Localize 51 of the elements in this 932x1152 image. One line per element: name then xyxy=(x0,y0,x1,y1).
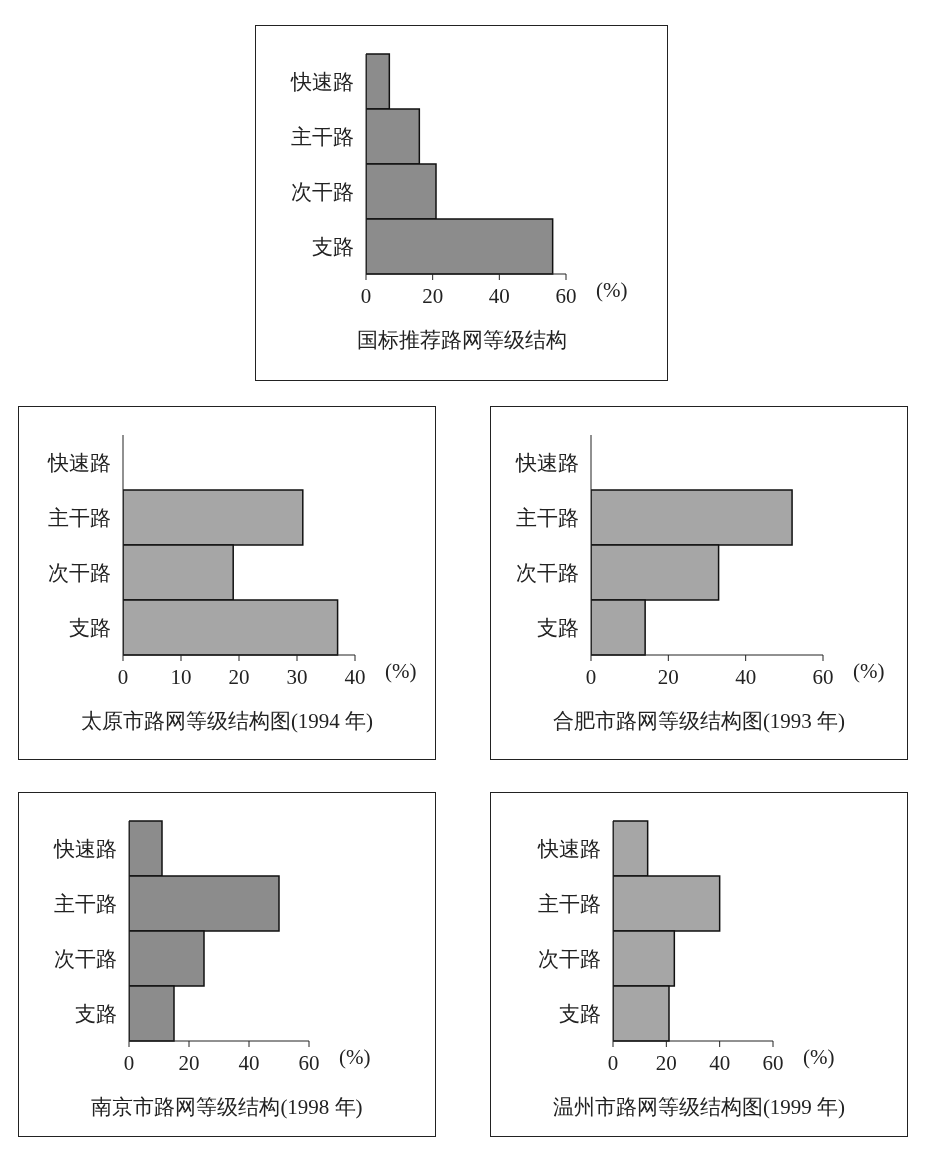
y-tick-label: 支路 xyxy=(537,615,579,640)
y-tick-label: 快速路 xyxy=(290,69,354,94)
x-tick-label: 20 xyxy=(657,664,679,689)
x-axis-title: (%) xyxy=(803,1045,835,1070)
x-axis-title: (%) xyxy=(853,659,885,684)
x-tick-label: 40 xyxy=(344,664,366,689)
y-tick-label: 主干路 xyxy=(538,891,601,916)
x-tick-label: 0 xyxy=(123,1050,135,1075)
y-tick-label: 快速路 xyxy=(537,836,601,861)
x-axis-title: (%) xyxy=(385,659,417,684)
x-tick-label: 40 xyxy=(488,283,510,308)
x-tick-label: 0 xyxy=(117,664,129,689)
x-tick-label: 20 xyxy=(228,664,250,689)
y-tick-label: 主干路 xyxy=(48,505,111,530)
y-tick-label: 次干路 xyxy=(516,560,579,585)
y-tick-label: 主干路 xyxy=(291,124,354,149)
y-tick-label: 快速路 xyxy=(515,450,579,475)
x-tick-label: 10 xyxy=(170,664,192,689)
x-tick-label: 20 xyxy=(422,283,444,308)
y-tick-label: 次干路 xyxy=(291,179,354,204)
text: 国标推荐路网等级结构 xyxy=(355,327,568,354)
y-tick-label: 支路 xyxy=(69,615,111,640)
text: 南京市路网等级结构(1998 年) xyxy=(90,1094,364,1121)
y-tick-label: 次干路 xyxy=(538,946,601,971)
x-tick-label: 0 xyxy=(607,1050,619,1075)
x-tick-label: 40 xyxy=(238,1050,260,1075)
x-tick-label: 0 xyxy=(360,283,372,308)
y-tick-label: 快速路 xyxy=(53,836,117,861)
x-tick-label: 60 xyxy=(298,1050,320,1075)
y-tick-label: 主干路 xyxy=(54,891,117,916)
x-axis-title: (%) xyxy=(596,278,628,303)
y-tick-label: 快速路 xyxy=(47,450,111,475)
y-tick-label: 支路 xyxy=(75,1001,117,1026)
x-tick-label: 20 xyxy=(178,1050,200,1075)
x-axis-title: (%) xyxy=(339,1045,371,1070)
text: 太原市路网等级结构图(1994 年) xyxy=(79,708,375,735)
x-tick-label: 40 xyxy=(709,1050,731,1075)
text: 温州市路网等级结构图(1999 年) xyxy=(551,1094,847,1121)
x-tick-label: 60 xyxy=(555,283,577,308)
y-tick-label: 支路 xyxy=(312,234,354,259)
x-tick-label: 20 xyxy=(655,1050,677,1075)
y-tick-label: 支路 xyxy=(559,1001,601,1026)
y-tick-label: 次干路 xyxy=(48,560,111,585)
x-tick-label: 60 xyxy=(762,1050,784,1075)
y-tick-label: 次干路 xyxy=(54,946,117,971)
y-tick-label: 主干路 xyxy=(516,505,579,530)
x-tick-label: 30 xyxy=(286,664,308,689)
x-tick-label: 40 xyxy=(735,664,757,689)
x-tick-label: 60 xyxy=(812,664,834,689)
x-tick-label: 0 xyxy=(585,664,597,689)
text: 合肥市路网等级结构图(1993 年) xyxy=(551,708,847,735)
